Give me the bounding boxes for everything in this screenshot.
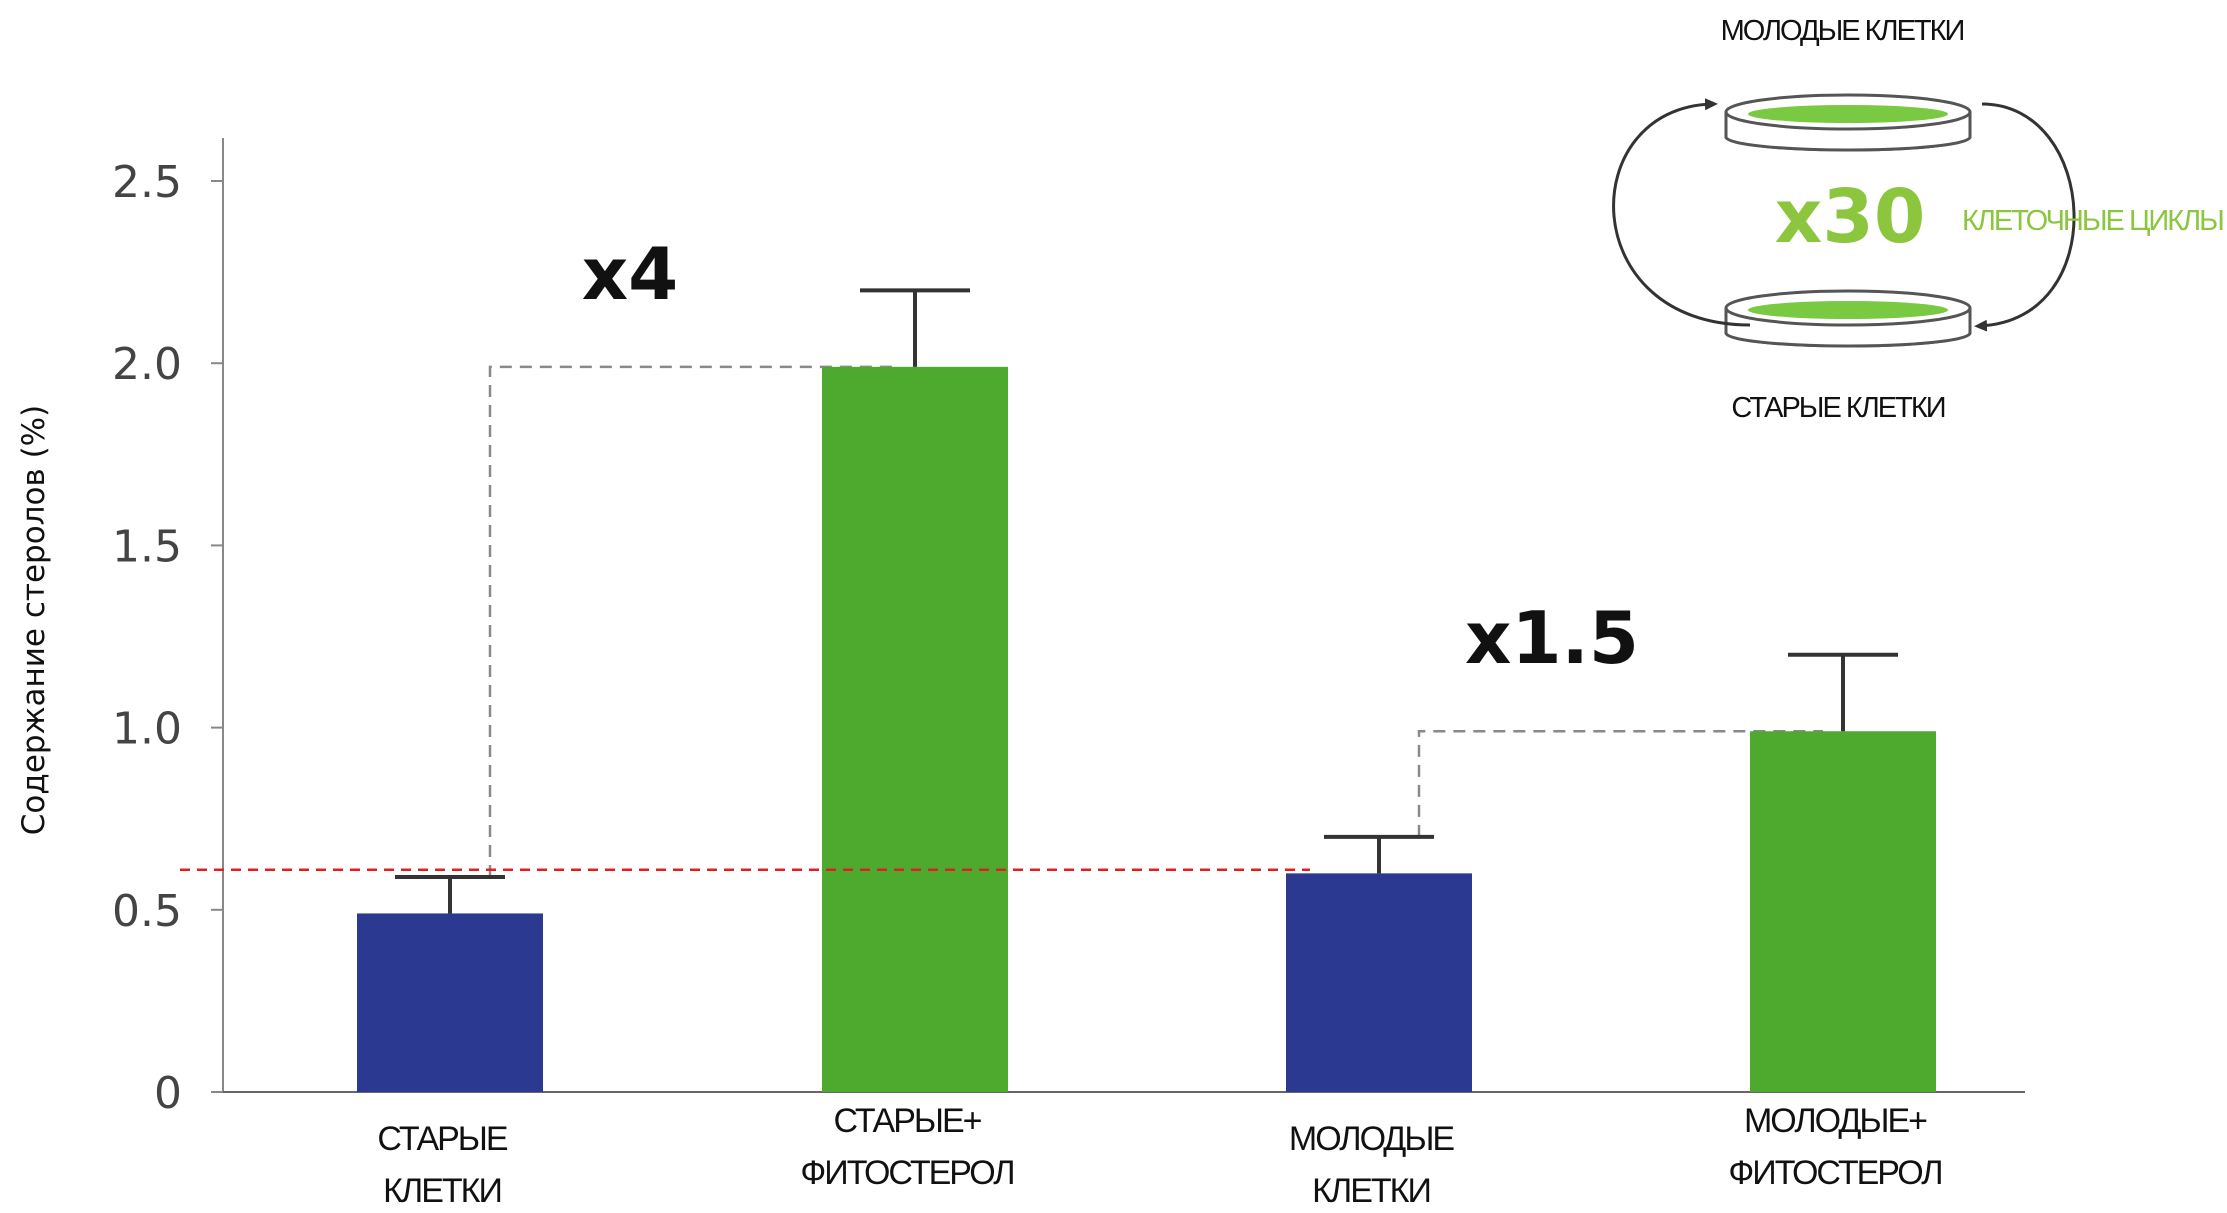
y-axis-label: Содержание стеролов (%) xyxy=(16,405,52,835)
category-label-line1: МОЛОДЫЕ xyxy=(1289,1120,1455,1158)
y-tick-label: 0.5 xyxy=(112,886,182,937)
bar xyxy=(1286,873,1472,1092)
y-tick-label: 1.5 xyxy=(112,521,182,572)
cell-cycle-inset: МОЛОДЫЕ КЛЕТКИ x30 КЛЕТОЧНЫЕ ЦИКЛЫ СТАРЫ… xyxy=(1612,15,2225,424)
cycle-arrow-left xyxy=(1612,98,1751,327)
y-tick-label: 2.0 xyxy=(112,339,182,390)
y-tick-label: 1.0 xyxy=(112,704,182,755)
category-label-line1: СТАРЫЕ xyxy=(377,1120,508,1158)
ratio-annotation: x1.5 xyxy=(1465,596,1639,680)
category-label-line2: ФИТОСТЕРОЛ xyxy=(800,1154,1013,1192)
ratio-connector xyxy=(488,365,895,878)
cycle-multiplier: x30 xyxy=(1775,174,1926,260)
ratio-annotation: x4 xyxy=(582,232,679,316)
petri-dish-icon xyxy=(1724,93,1972,152)
cycle-arrow-right xyxy=(1974,102,2076,332)
category-label-line1: МОЛОДЫЕ+ xyxy=(1744,1102,1927,1140)
petri-dish-icon xyxy=(1724,289,1972,348)
bar xyxy=(1750,731,1936,1092)
y-tick-label: 2.5 xyxy=(112,157,182,208)
bar xyxy=(822,366,1008,1092)
category-label-line1: СТАРЫЕ+ xyxy=(833,1102,981,1140)
inset-bottom-label: СТАРЫЕ КЛЕТКИ xyxy=(1731,392,1944,424)
cycle-label: КЛЕТОЧНЫЕ ЦИКЛЫ xyxy=(1962,205,2223,237)
y-tick-label: 0 xyxy=(154,1068,182,1119)
bar xyxy=(357,913,543,1092)
category-label-line2: ФИТОСТЕРОЛ xyxy=(1728,1154,1941,1192)
category-label-line2: КЛЕТКИ xyxy=(383,1172,501,1210)
ratio-connector xyxy=(1417,729,1823,837)
inset-top-label: МОЛОДЫЕ КЛЕТКИ xyxy=(1721,15,1964,47)
category-label-line2: КЛЕТКИ xyxy=(1312,1172,1430,1210)
